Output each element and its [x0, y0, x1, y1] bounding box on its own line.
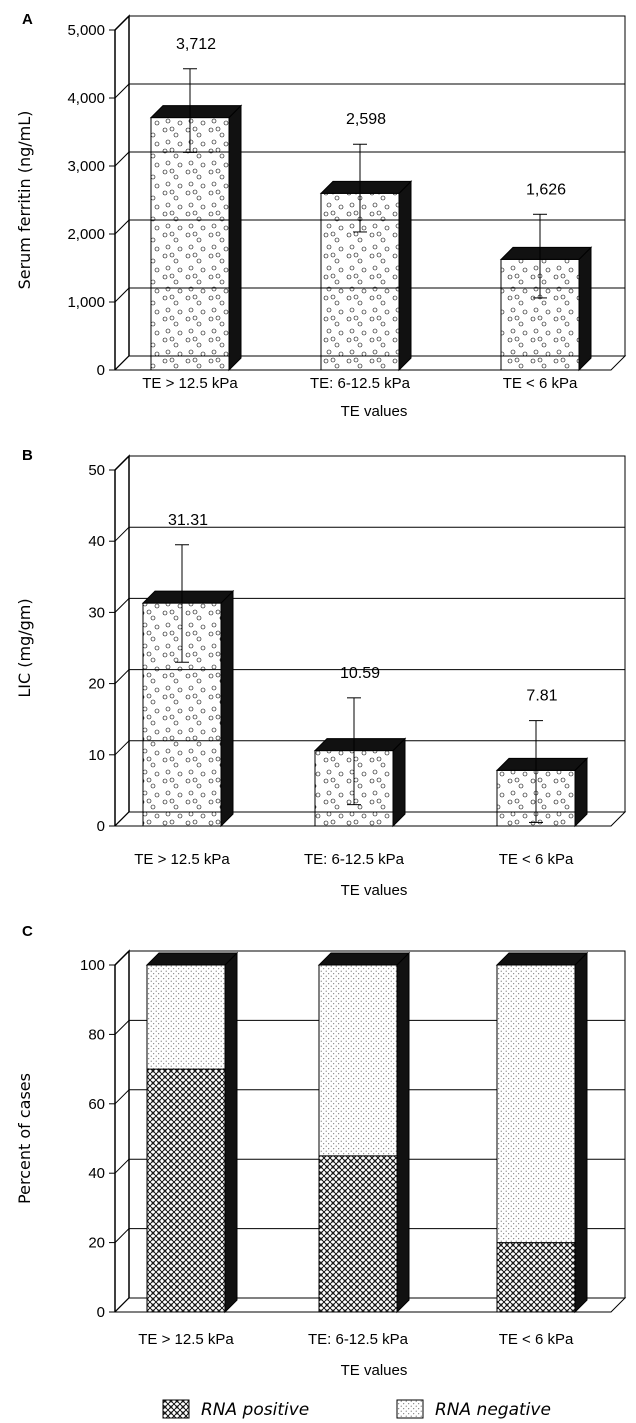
gridline-diagonal	[114, 526, 130, 542]
y-tick-label: 40	[88, 533, 105, 550]
y-tick-label: 4,000	[67, 90, 105, 107]
gridline-diagonal	[114, 287, 130, 303]
bar-segment-rna-positive	[318, 1155, 398, 1313]
y-tick-label: 10	[88, 747, 105, 764]
bar-top	[313, 738, 407, 752]
gridline-diagonal	[114, 83, 130, 99]
bar-side	[574, 951, 588, 1314]
y-tick-label: 5,000	[67, 22, 105, 39]
legend-label: RNA positive	[201, 1400, 309, 1420]
legend-swatch	[162, 1399, 190, 1419]
data-label: 7.81	[526, 688, 557, 705]
plot-side-wall	[114, 14, 130, 371]
chart-panel-b: B 0 10 20 30 40 50 LIC (mg/gm) 31.31 TE > 12.5 kP…	[15, 447, 627, 899]
bar-segment-rna-negative	[318, 964, 398, 1157]
y-tick-label: 2,000	[67, 226, 105, 243]
legend-swatch	[396, 1399, 424, 1419]
bar	[150, 117, 230, 371]
gridline-diagonal	[114, 669, 130, 684]
bar-top	[499, 246, 593, 260]
y-tick-label: 0	[97, 362, 105, 379]
x-axis-title: TE values	[341, 882, 408, 899]
chart-panels: A 0 1,000 2,000 3,000 4,000 5,000 Serum ferriti…	[15, 11, 627, 1379]
bar-side	[396, 951, 410, 1314]
x-tick-label: TE < 6 kPa	[499, 851, 574, 868]
legend: RNA positive RNA negative	[162, 1399, 551, 1420]
x-tick-label: TE < 6 kPa	[499, 1331, 574, 1348]
bar-top	[495, 952, 589, 966]
x-tick-label: TE: 6-12.5 kPa	[310, 375, 411, 392]
x-axis-title: TE values	[341, 403, 408, 420]
y-tick-label: 80	[88, 1026, 105, 1043]
bar-segment-rna-positive	[146, 1068, 226, 1313]
bar-side	[224, 951, 238, 1314]
y-axis-label: LIC (mg/gm)	[15, 598, 34, 697]
panel-letter: A	[22, 11, 33, 28]
bar-top	[319, 180, 413, 194]
panel-letter: B	[22, 447, 33, 464]
gridline-diagonal	[114, 1228, 130, 1243]
gridline-diagonal	[114, 15, 130, 31]
x-tick-label: TE < 6 kPa	[503, 375, 578, 392]
y-tick-label: 0	[97, 1304, 105, 1321]
y-tick-label: 20	[88, 676, 105, 693]
bar-segment-rna-negative	[146, 964, 226, 1070]
bar-top	[317, 952, 411, 966]
gridline-diagonal	[114, 598, 130, 613]
y-axis-label: Percent of cases	[15, 1073, 34, 1204]
x-tick-label: TE: 6-12.5 kPa	[308, 1331, 409, 1348]
panel-letter: C	[22, 923, 33, 940]
y-tick-label: 50	[88, 462, 105, 479]
bar-side	[398, 180, 412, 372]
gridline-diagonal	[114, 455, 130, 471]
bar-top	[495, 757, 589, 771]
data-label: 31.31	[168, 512, 208, 529]
bar-segment-rna-negative	[496, 964, 576, 1244]
gridline-diagonal	[114, 1020, 130, 1035]
plot-side-wall	[114, 454, 130, 827]
gridline-diagonal	[114, 219, 130, 235]
chart-panel-c: C 0 20 40 60 80 100 Percent of cases TE > 12.5 k…	[15, 923, 627, 1379]
bar-side	[228, 104, 242, 372]
data-label: 10.59	[340, 665, 380, 682]
legend-label: RNA negative	[435, 1400, 551, 1420]
data-label: 1,626	[526, 181, 566, 198]
legend-item-rna-negative: RNA negative	[396, 1399, 551, 1420]
bar-side	[392, 737, 406, 828]
x-tick-label: TE > 12.5 kPa	[138, 1331, 234, 1348]
legend-item-rna-positive: RNA positive	[162, 1399, 309, 1420]
y-tick-label: 60	[88, 1096, 105, 1113]
gridline-diagonal	[114, 740, 130, 756]
y-tick-label: 20	[88, 1235, 105, 1252]
y-tick-label: 40	[88, 1165, 105, 1182]
y-tick-label: 30	[88, 604, 105, 621]
data-label: 2,598	[346, 111, 386, 128]
bar-segment-rna-positive	[496, 1242, 576, 1313]
bar-side	[220, 589, 234, 828]
x-tick-label: TE > 12.5 kPa	[134, 851, 230, 868]
y-tick-label: 1,000	[67, 294, 105, 311]
x-axis-title: TE values	[341, 1362, 408, 1379]
gridline-diagonal	[114, 1158, 130, 1174]
y-tick-label: 0	[97, 818, 105, 835]
x-tick-label: TE: 6-12.5 kPa	[304, 851, 405, 868]
y-axis-label: Serum ferritin (ng/mL)	[15, 111, 34, 290]
bar-top	[141, 590, 235, 604]
x-tick-label: TE > 12.5 kPa	[142, 375, 238, 392]
bar-side	[578, 246, 592, 372]
gridline-diagonal	[114, 950, 130, 966]
plot-side-wall	[114, 949, 130, 1313]
gridline-diagonal	[114, 1089, 130, 1105]
gridline-diagonal	[114, 151, 130, 167]
bar-top	[149, 105, 243, 119]
bar-top	[145, 952, 239, 966]
chart-panel-a: A 0 1,000 2,000 3,000 4,000 5,000 Serum ferriti…	[15, 11, 627, 420]
y-tick-label: 100	[80, 957, 105, 974]
y-tick-label: 3,000	[67, 158, 105, 175]
data-label: 3,712	[176, 36, 216, 53]
